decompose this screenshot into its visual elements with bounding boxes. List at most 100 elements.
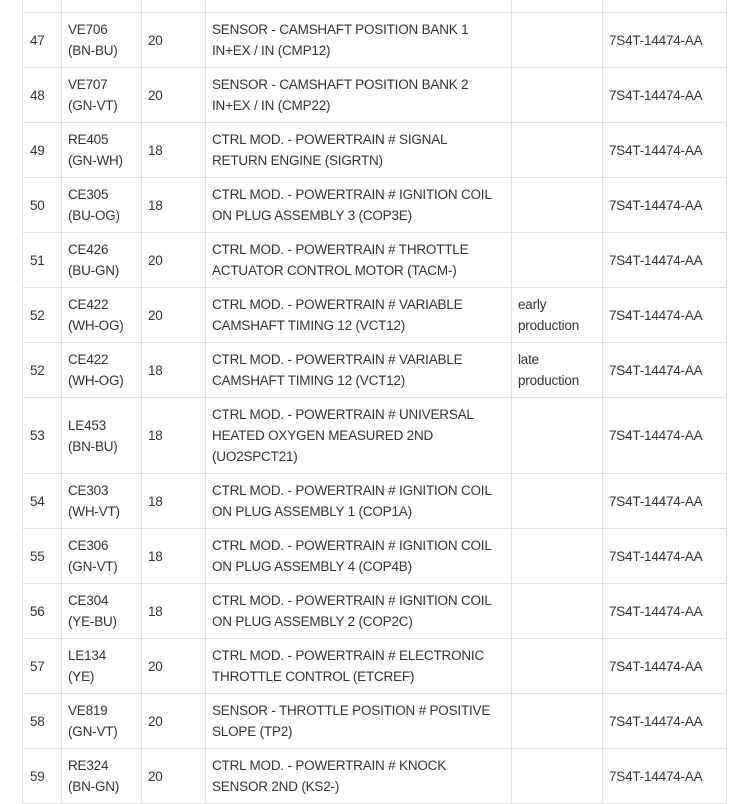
note-cell [511,528,603,584]
wire-code: CE426 [68,242,109,257]
wire-gauge: 20 [148,252,163,268]
part-number: 7S4T-14474-AA [609,32,703,48]
pin-cell: 49 [22,122,62,178]
wire-code: LE134 [68,648,107,663]
table-row: 47 VE706 (BN-BU) 20 SENSOR - CAMSHAFT POSITI… [22,12,727,68]
gauge-cell: 18 [141,397,206,474]
table-row: 57 LE134 (YE) 20 CTRL MOD. - POWERTRAIN # EL… [22,638,727,694]
part-cell: 7S4T-14474-AA [602,342,727,398]
table-row: 58 VE819 (GN-VT) 20 SENSOR - THROTTLE POSITI… [22,693,727,749]
part-number: 7S4T-14474-AA [609,362,703,378]
wire-gauge: 18 [148,197,163,213]
wire-code: VE706 [68,22,108,37]
part-number: 7S4T-14474-AA [609,493,703,509]
pin-number: 49 [30,142,45,158]
wire-color: (BU-OG) [68,208,120,223]
part-cell: 7S4T-14474-AA [602,67,727,123]
table-row: 59 RE324 (BN-GN) 20 CTRL MOD. - POWERTRAIN #… [22,748,727,804]
part-cell: 7S4T-14474-AA [602,583,727,639]
table-row: 52 CE422 (WH-OG) 20 CTRL MOD. - POWERTRAIN #… [22,287,727,343]
pin-number: 51 [30,252,45,268]
wire-cell: CE303 (WH-VT) [61,473,142,529]
wire-code: CE305 [68,187,109,202]
part-number: 7S4T-14474-AA [609,713,703,729]
circuit-description: CTRL MOD. - POWERTRAIN # ELECTRONIC THRO… [212,648,485,684]
circuit-description: SENSOR - CAMSHAFT POSITION BANK 2 IN+EX … [212,77,469,113]
description-cell: CTRL MOD. - POWERTRAIN # IGNITION COIL O… [205,583,512,639]
pin-number: 55 [30,548,45,564]
part-cell: 7S4T-14474-AA [602,397,727,474]
cell [141,0,206,13]
table-row: 54 CE303 (WH-VT) 18 CTRL MOD. - POWERTRAIN #… [22,473,727,529]
description-cell: CTRL MOD. - POWERTRAIN # KNOCK SENSOR 2N… [205,748,512,804]
gauge-cell: 20 [141,232,206,288]
table-row: 56 CE304 (YE-BU) 18 CTRL MOD. - POWERTRAIN #… [22,583,727,639]
description-cell: CTRL MOD. - POWERTRAIN # THROTTLE ACTUAT… [205,232,512,288]
wire-cell: RE324 (BN-GN) [61,748,142,804]
gauge-cell: 18 [141,342,206,398]
wire-cell: CE305 (BU-OG) [61,177,142,233]
table-row: 53 LE453 (BN-BU) 18 CTRL MOD. - POWERTRAIN #… [22,397,727,474]
part-cell: 7S4T-14474-AA [602,12,727,68]
description-cell: SENSOR - CAMSHAFT POSITION BANK 1 IN+EX … [205,12,512,68]
pin-number: 50 [30,197,45,213]
part-cell: 7S4T-14474-AA [602,287,727,343]
wire-color: (BN-BU) [68,438,118,454]
circuit-description: CTRL MOD. - POWERTRAIN # VARIABLE CAMSHA… [212,352,463,388]
pin-cell: 58 [22,693,62,749]
note-cell [511,693,603,749]
circuit-description: SENSOR - THROTTLE POSITION # POSITIVE SL… [212,703,491,739]
description-cell: CTRL MOD. - POWERTRAIN # IGNITION COIL O… [205,528,512,584]
wire-code: CE304 [68,593,109,608]
gauge-cell: 20 [141,693,206,749]
wire-color: (WH-OG) [68,318,124,333]
cell [511,0,603,13]
gauge-cell: 18 [141,473,206,529]
part-cell: 7S4T-14474-AA [602,232,727,288]
gauge-cell: 20 [141,12,206,68]
part-number: 7S4T-14474-AA [609,307,703,323]
note-cell: early production [511,287,603,343]
wire-cell: CE422 (WH-OG) [61,287,142,343]
wire-gauge: 20 [148,307,163,323]
cell [61,0,142,13]
gauge-cell: 20 [141,638,206,694]
pin-number: 47 [30,32,45,48]
pin-number: 53 [30,428,45,443]
pin-cell: 59 [22,748,62,804]
part-number: 7S4T-14474-AA [609,197,703,213]
circuit-description: CTRL MOD. - POWERTRAIN # VARIABLE CAMSHA… [212,297,463,333]
wire-cell: LE453 (BN-BU) [61,397,142,474]
part-cell: 7S4T-14474-AA [602,638,727,694]
wire-code: CE422 [68,352,109,367]
pin-number: 59 [30,768,45,784]
wire-cell: CE306 (GN-VT) [61,528,142,584]
description-cell: CTRL MOD. - POWERTRAIN # IGNITION COIL O… [205,177,512,233]
wire-color: (GN-VT) [68,724,118,739]
description-cell: CTRL MOD. - POWERTRAIN # UNIVERSAL HEATE… [205,397,512,474]
description-cell: SENSOR - CAMSHAFT POSITION BANK 2 IN+EX … [205,67,512,123]
pin-cell: 56 [22,583,62,639]
wire-code: VE819 [68,703,108,718]
wire-gauge: 20 [148,87,163,103]
note: late production [518,352,580,388]
circuit-description: CTRL MOD. - POWERTRAIN # IGNITION COIL O… [212,187,492,223]
pin-cell: 47 [22,12,62,68]
note-cell [511,748,603,804]
wire-color: (WH-VT) [68,504,120,519]
wire-color: (YE-BU) [68,614,117,629]
gauge-cell: 18 [141,528,206,584]
pin-cell: 57 [22,638,62,694]
part-number: 7S4T-14474-AA [609,252,703,268]
pin-number: 54 [30,493,45,509]
wire-cell: CE422 (WH-OG) [61,342,142,398]
part-number: 7S4T-14474-AA [609,768,703,784]
wire-gauge: 20 [148,32,163,48]
note-cell [511,67,603,123]
pin-cell: 50 [22,177,62,233]
pin-number: 48 [30,87,45,103]
wire-code: RE405 [68,132,109,147]
wire-cell: VE819 (GN-VT) [61,693,142,749]
wire-code: RE324 [68,758,109,773]
wire-gauge: 20 [148,658,163,674]
